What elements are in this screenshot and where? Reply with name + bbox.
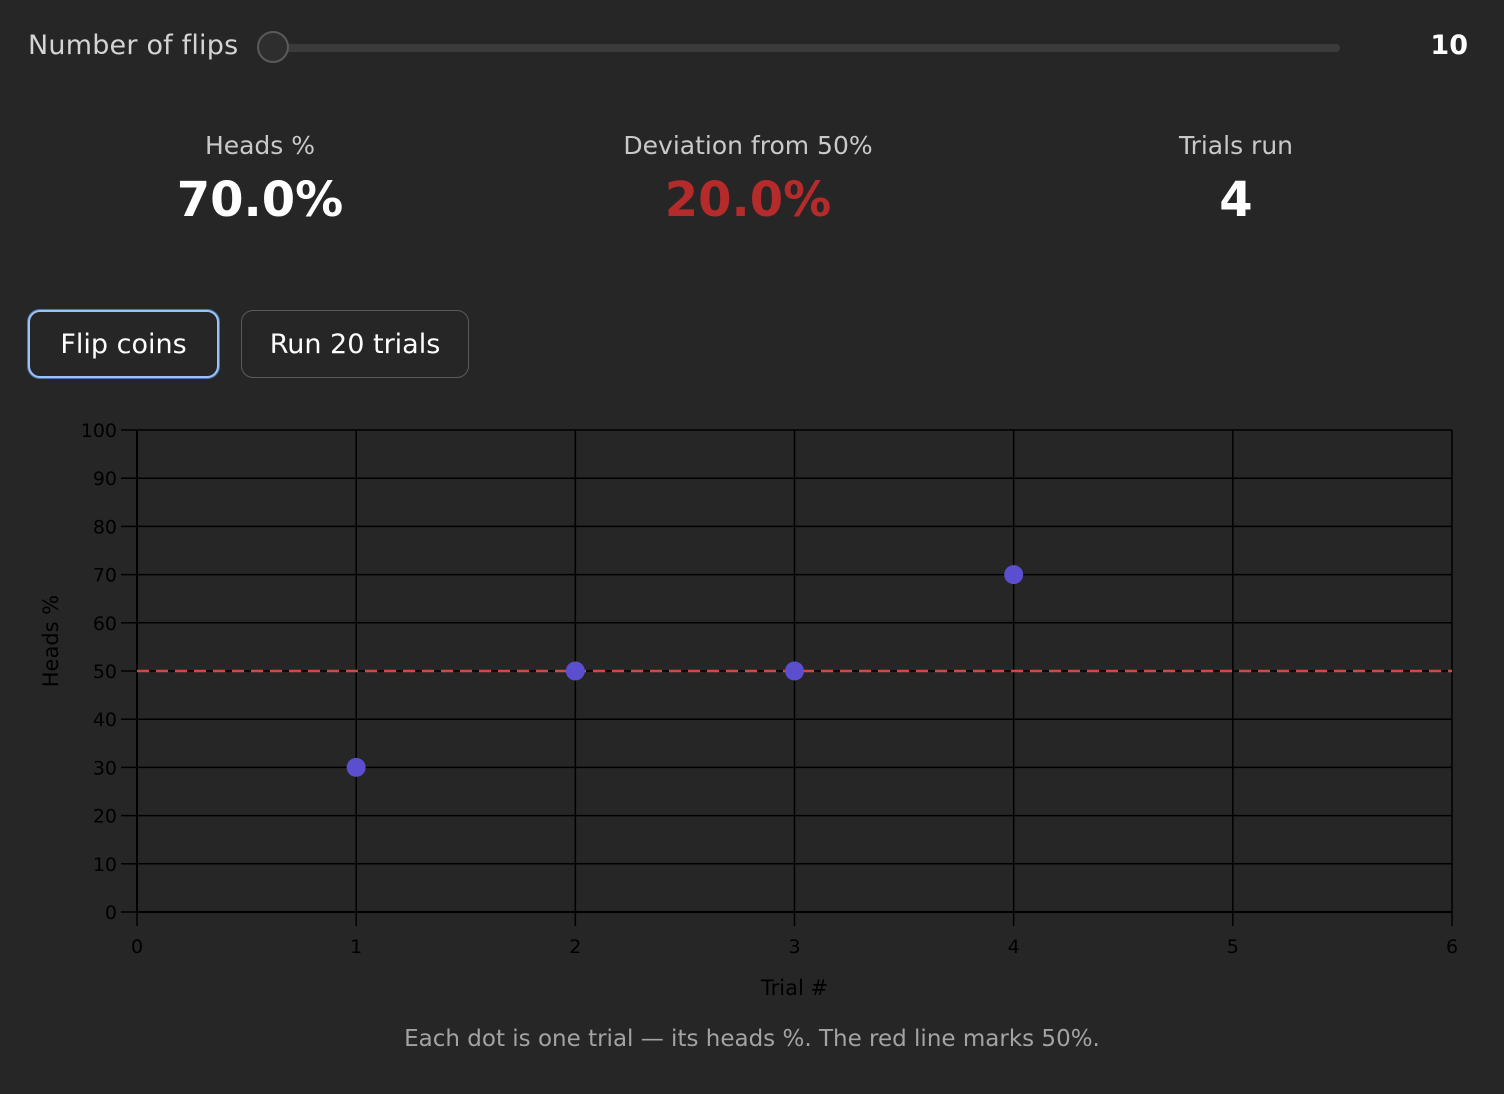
y-tick-label: 90	[93, 468, 117, 490]
y-tick-label: 30	[93, 757, 117, 779]
stat-deviation: Deviation from 50% 20.0%	[548, 128, 948, 230]
flips-slider-thumb[interactable]	[257, 31, 289, 63]
y-tick-label: 40	[93, 709, 117, 731]
x-tick-label: 4	[1008, 936, 1020, 958]
y-tick-label: 100	[81, 420, 117, 442]
trial-point	[565, 661, 585, 681]
y-tick-label: 70	[93, 565, 117, 587]
flips-slider-value: 10	[1430, 30, 1468, 61]
x-tick-label: 3	[788, 936, 800, 958]
y-tick-label: 60	[93, 613, 117, 635]
trial-point	[1004, 565, 1024, 585]
stat-heads-value: 70.0%	[176, 172, 344, 228]
flips-slider-track[interactable]	[274, 44, 1340, 52]
y-axis-label: Heads %	[39, 595, 63, 687]
y-tick-label: 50	[93, 661, 117, 683]
x-tick-label: 2	[569, 936, 581, 958]
trial-point	[346, 757, 366, 777]
y-tick-label: 80	[93, 516, 117, 538]
flip-coins-button[interactable]: Flip coins	[28, 310, 219, 378]
stat-deviation-label: Deviation from 50%	[623, 131, 873, 160]
trial-point	[785, 661, 804, 681]
y-tick-label: 10	[93, 854, 117, 876]
stat-trials: Trials run 4	[1036, 128, 1436, 230]
run-20-trials-button[interactable]: Run 20 trials	[241, 310, 469, 378]
flips-slider-row: Number of flips 10	[28, 24, 1476, 72]
stat-heads: Heads % 70.0%	[60, 128, 460, 230]
y-tick-label: 20	[93, 806, 117, 828]
x-tick-label: 0	[131, 936, 143, 958]
x-axis-label: Trial #	[760, 976, 828, 1000]
x-tick-label: 5	[1227, 936, 1239, 958]
stat-heads-label: Heads %	[204, 131, 316, 160]
x-tick-label: 6	[1446, 936, 1458, 958]
chart-caption: Each dot is one trial — its heads %. The…	[404, 1026, 1100, 1052]
y-tick-label: 0	[105, 902, 117, 924]
heads-percent-chart: 0 10 20 30 40 50 60 70 80 90 100 0 1 2 3 4 5 6 Trial # Head…	[39, 420, 1458, 1000]
stat-trials-label: Trials run	[1178, 131, 1294, 160]
stat-deviation-value: 20.0%	[664, 172, 832, 228]
x-tick-label: 1	[350, 936, 362, 958]
stat-trials-value: 4	[1219, 172, 1253, 228]
flips-slider-label: Number of flips	[28, 30, 239, 61]
